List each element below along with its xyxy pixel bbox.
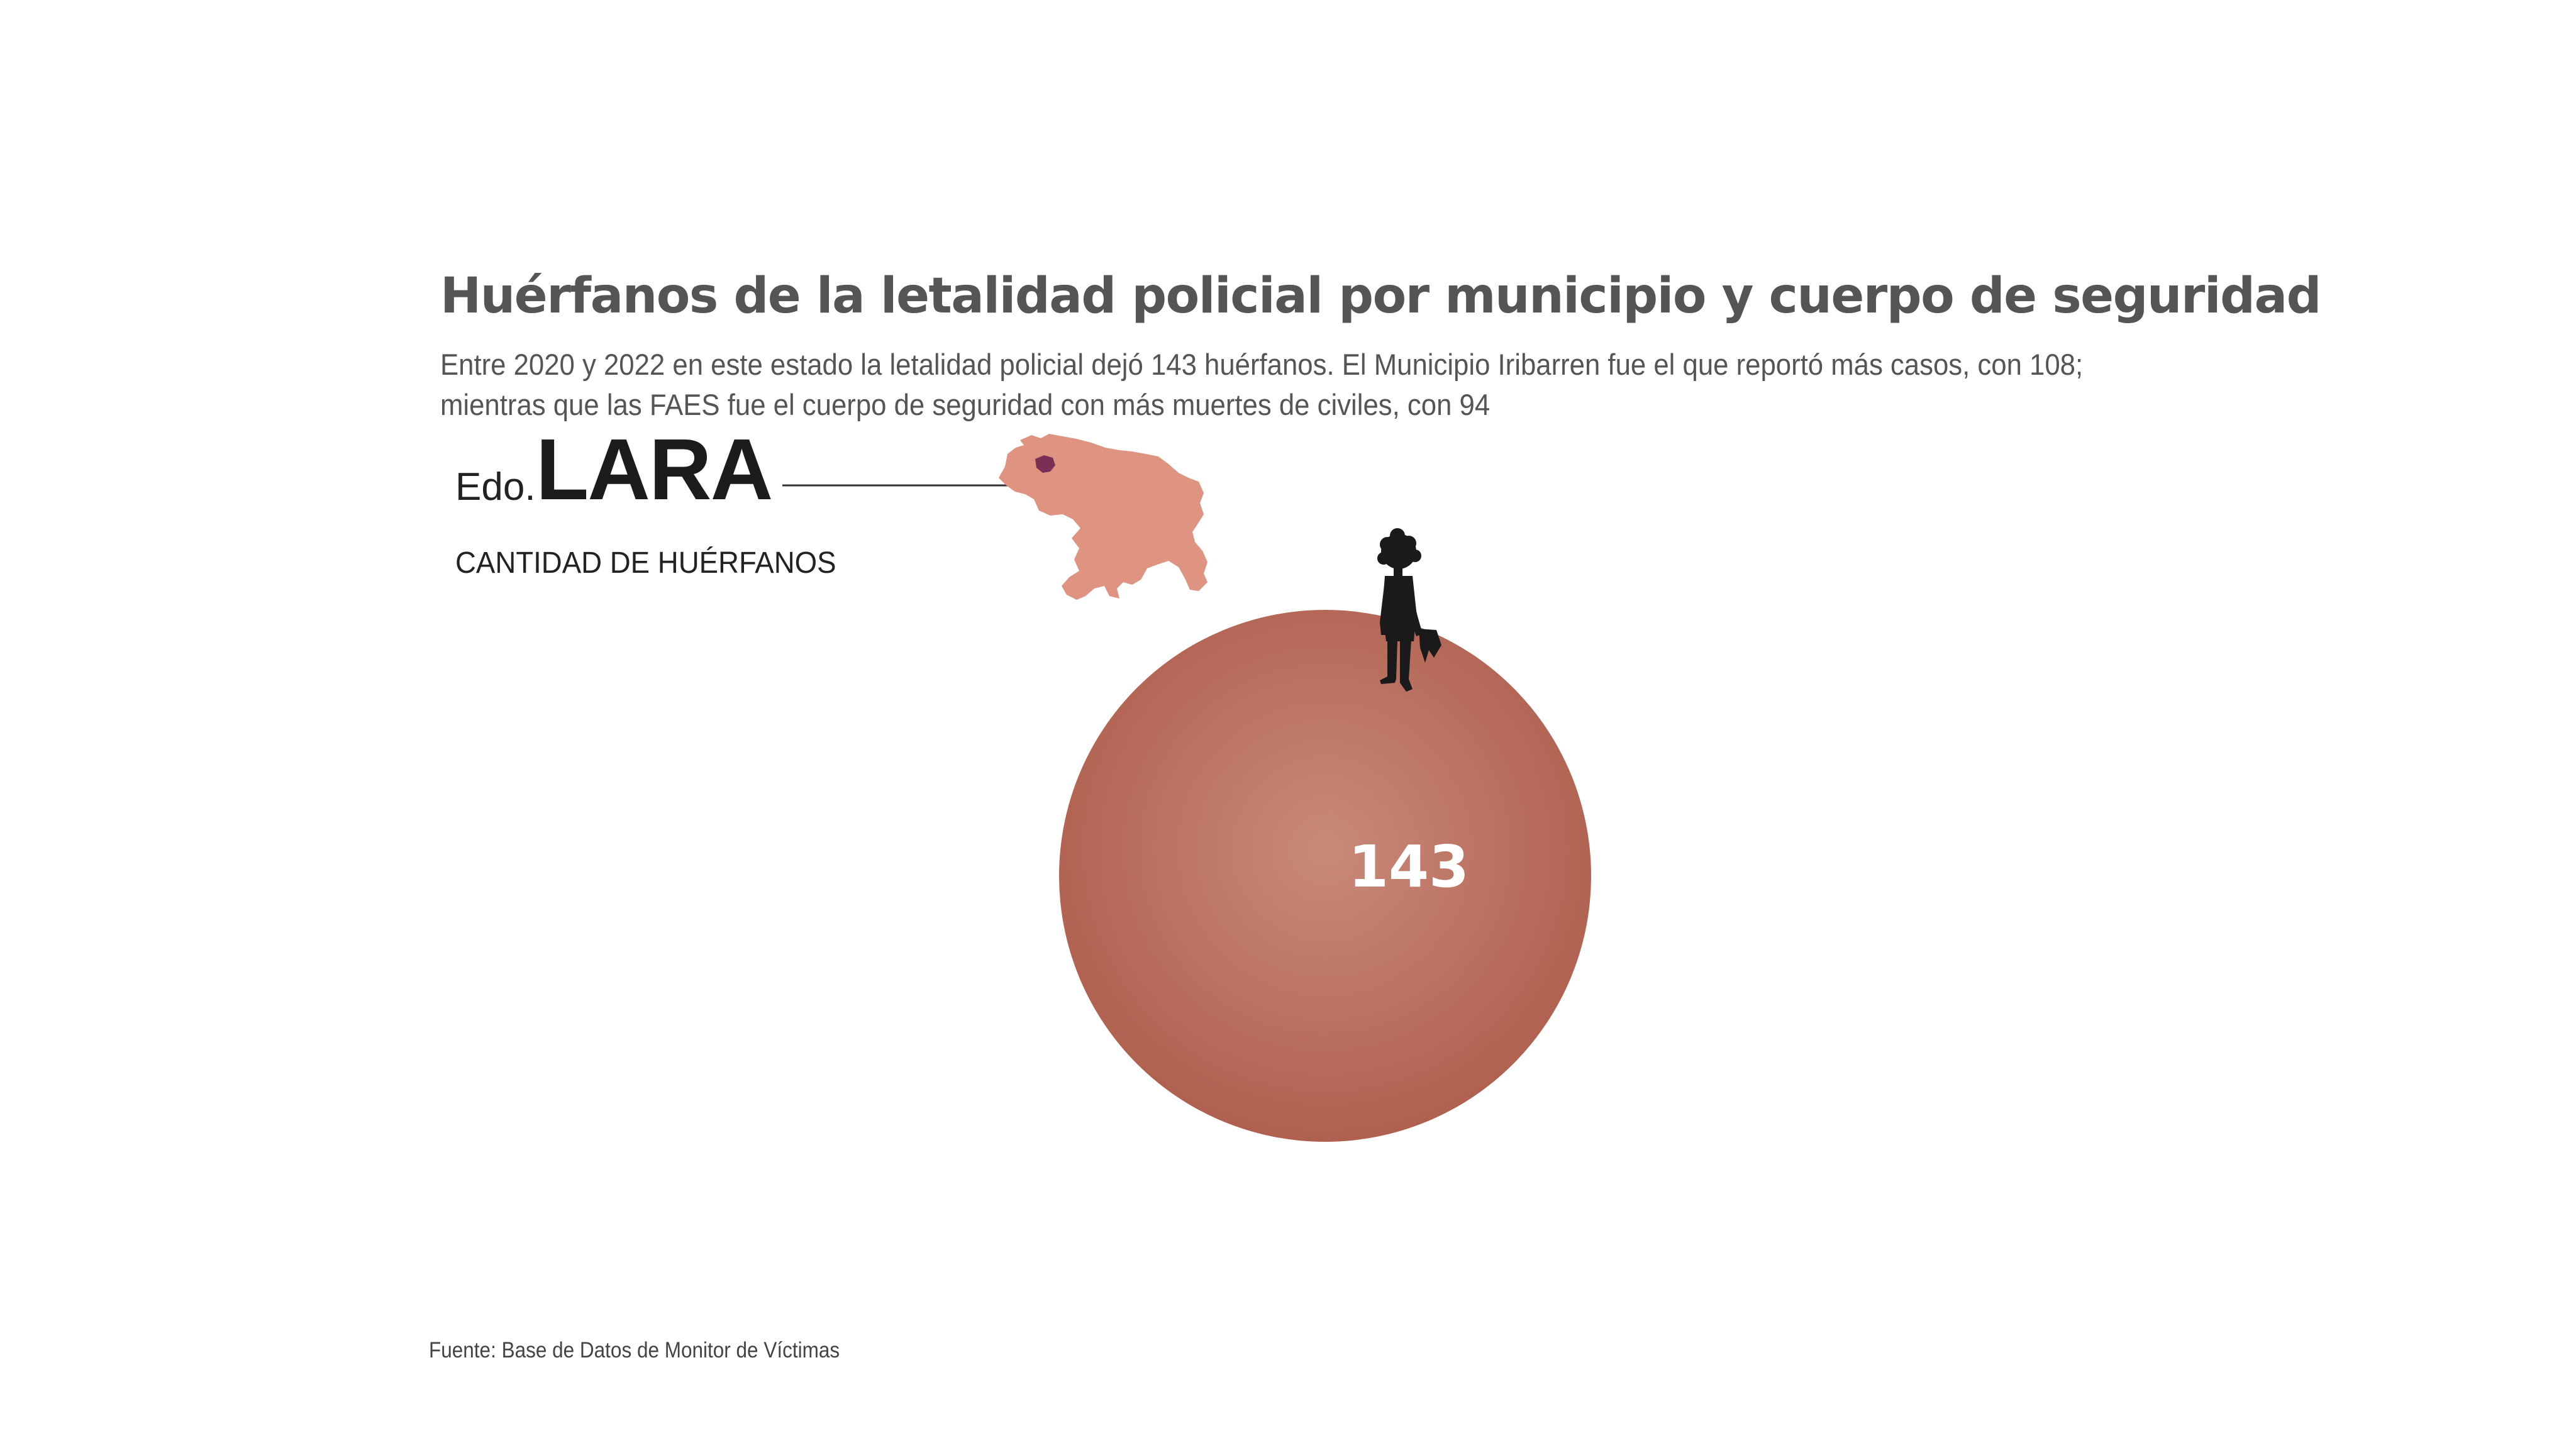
source-note: Fuente: Base de Datos de Monitor de Víct… — [429, 1338, 840, 1362]
subtitle-line-2: mientras que las FAES fue el cuerpo de s… — [440, 388, 1491, 421]
chart-title: Huérfanos de la letalidad policial por m… — [440, 268, 2321, 324]
value-label: 143 — [1348, 833, 1469, 900]
venezuela-map-icon — [999, 434, 1208, 600]
lara-highlight — [1035, 455, 1055, 473]
state-name: LARA — [536, 421, 773, 518]
chart-subtitle: Entre 2020 y 2022 en este estado la leta… — [440, 345, 2084, 425]
state-prefix: Edo. — [455, 465, 536, 509]
value-bubble — [1059, 610, 1591, 1142]
subtitle-line-1: Entre 2020 y 2022 en este estado la leta… — [440, 348, 2084, 381]
child-silhouette-icon — [1377, 528, 1441, 692]
measure-label: CANTIDAD DE HUÉRFANOS — [455, 546, 836, 580]
